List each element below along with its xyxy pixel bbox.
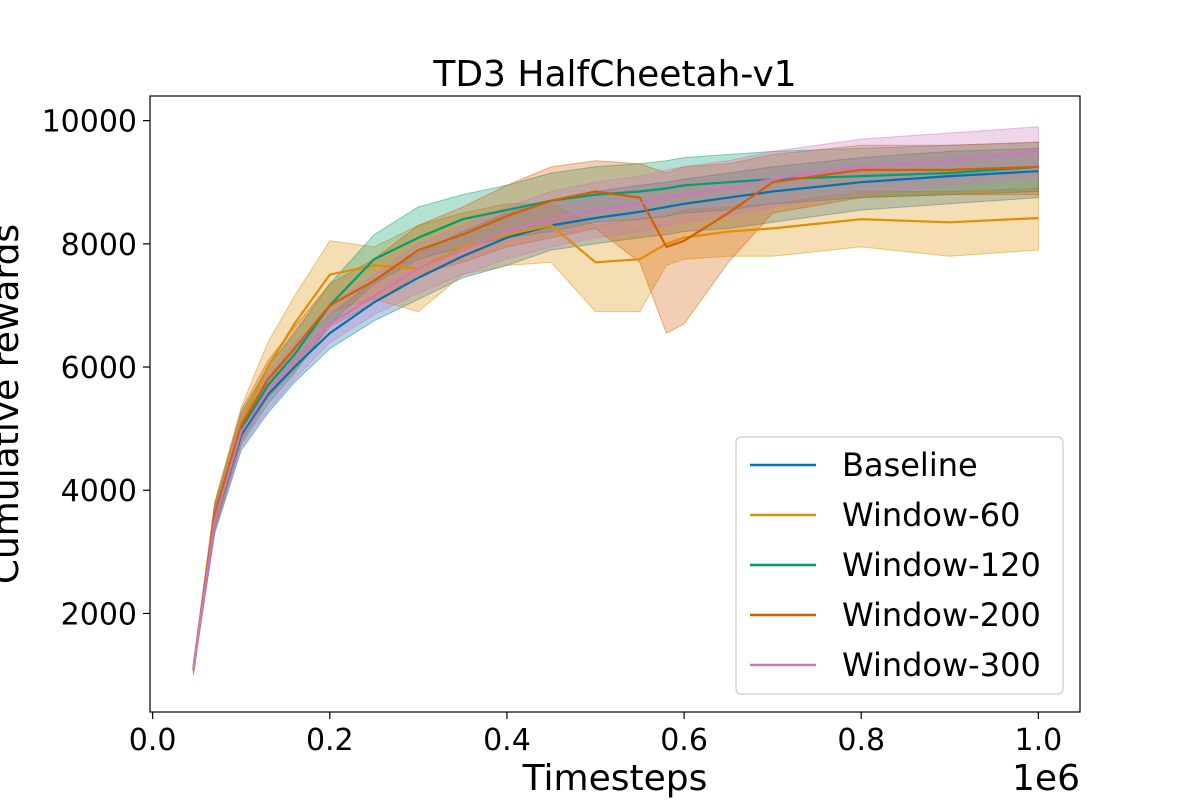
x-tick-label: 0.8	[837, 723, 885, 758]
x-tick-label: 0.4	[483, 723, 531, 758]
legend-label-window-120: Window-120	[842, 546, 1041, 584]
legend-frame	[735, 436, 1064, 695]
line-baseline	[192, 170, 1039, 670]
band-window-300	[192, 126, 1039, 673]
y-axis-label: Cumulative rewards	[0, 224, 27, 584]
y-axis-ticks: 2000 4000 6000 8000 10000	[42, 105, 150, 632]
x-axis-offset-label: 1e6	[1012, 758, 1080, 799]
line-window-200	[192, 165, 1039, 670]
legend-label-window-60: Window-60	[842, 496, 1020, 534]
x-axis-label: Timesteps	[522, 758, 708, 799]
band-window-120	[192, 141, 1039, 673]
x-tick-label: 0.6	[660, 723, 708, 758]
legend-label-baseline: Baseline	[842, 446, 978, 484]
y-tick-label: 10000	[42, 105, 137, 140]
legend: Baseline Window-60 Window-120 Window-200 Win…	[735, 436, 1064, 695]
chart-title: TD3 HalfCheetah-v1	[432, 54, 796, 95]
band-baseline	[192, 147, 1039, 673]
x-axis-ticks: 0.0 0.2 0.4 0.6 0.8 1.0	[129, 712, 1062, 758]
y-tick-label: 4000	[61, 474, 137, 509]
x-tick-label: 1.0	[1015, 723, 1063, 758]
series-lines	[192, 150, 1039, 671]
confidence-bands	[192, 126, 1039, 676]
line-window-300	[192, 150, 1039, 670]
y-tick-label: 8000	[61, 228, 137, 263]
band-window-60	[192, 187, 1039, 676]
plot-area-frame	[149, 95, 1081, 713]
y-tick-label: 6000	[61, 351, 137, 386]
y-tick-label: 2000	[61, 597, 137, 632]
x-tick-label: 0.0	[129, 723, 177, 758]
x-tick-label: 0.2	[306, 723, 354, 758]
legend-label-window-300: Window-300	[842, 646, 1041, 684]
line-window-60	[192, 216, 1039, 671]
legend-label-window-200: Window-200	[842, 596, 1041, 634]
band-window-200	[192, 141, 1039, 676]
